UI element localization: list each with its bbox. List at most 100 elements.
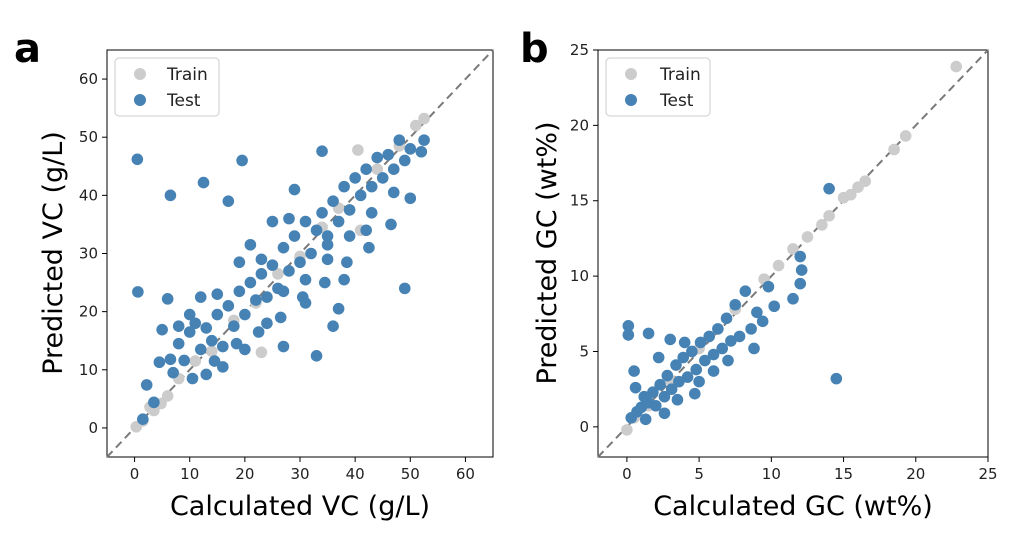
x-axis-label-a: Calculated VC (g/L): [170, 491, 430, 522]
legend-label-train-b: Train: [659, 65, 701, 85]
test-point-a: [164, 189, 177, 202]
test-point-a: [398, 282, 411, 295]
test-point-a: [387, 163, 400, 175]
test-point-b: [677, 351, 690, 364]
train-point-b: [899, 130, 912, 142]
test-point-a: [310, 224, 323, 237]
x-tick-label-b: 20: [906, 465, 925, 483]
test-point-a: [319, 276, 331, 289]
test-point-a: [360, 163, 372, 175]
y-tick-label-a: 50: [79, 128, 98, 146]
x-tick-label-a: 10: [180, 465, 199, 483]
test-point-a: [343, 204, 356, 216]
train-point-b: [772, 259, 785, 272]
panel-a: a 0 10 20 30 40 50 60 0 10 20 30 40 50 60 Calculated …: [14, 26, 494, 522]
x-tick-label-b: 25: [978, 465, 997, 483]
train-point-a: [272, 268, 284, 280]
test-point-a: [299, 215, 312, 228]
test-point-a: [255, 253, 268, 266]
test-point-a: [294, 256, 306, 269]
test-point-b: [628, 365, 640, 377]
test-point-a: [376, 172, 389, 184]
test-point-a: [222, 195, 235, 207]
test-point-b: [686, 345, 698, 358]
test-point-b: [794, 250, 807, 263]
test-point-b: [673, 375, 685, 388]
test-point-a: [189, 317, 202, 330]
test-point-a: [299, 273, 312, 286]
test-point-a: [277, 340, 290, 353]
test-point-b: [678, 336, 691, 349]
test-point-b: [707, 365, 720, 377]
train-point-b: [950, 60, 963, 73]
test-point-a: [349, 172, 361, 184]
test-point-a: [338, 180, 350, 193]
test-point-b: [716, 342, 729, 355]
test-point-a: [332, 302, 345, 315]
test-point-a: [327, 195, 339, 207]
test-point-b: [722, 354, 734, 367]
test-point-b: [745, 323, 757, 335]
test-point-b: [665, 383, 678, 395]
test-point-b: [725, 335, 737, 347]
test-point-b: [699, 354, 711, 367]
panel-b: b 0 5 10 15 20 25 0 5 10 15 20 25 Calculated GC (wt…: [520, 26, 998, 522]
train-point-a: [189, 355, 202, 367]
train-point-a: [352, 144, 364, 156]
test-point-b: [671, 393, 684, 406]
legend-a: Train Test: [114, 57, 220, 117]
test-point-b: [649, 399, 662, 412]
train-point-a: [410, 119, 422, 132]
test-point-b: [647, 386, 659, 398]
test-point-a: [183, 308, 196, 321]
test-point-a: [363, 241, 375, 254]
test-point-b: [739, 285, 752, 297]
test-point-a: [404, 143, 417, 155]
y-tick-label-a: 60: [79, 70, 98, 88]
test-point-b: [823, 182, 835, 195]
x-tick-label-a: 30: [290, 465, 309, 483]
legend-label-train-a: Train: [166, 65, 208, 85]
x-axis-label-b: Calculated GC (wt%): [653, 491, 933, 522]
legend-marker-test-a: [134, 94, 146, 106]
train-point-b: [621, 424, 633, 436]
legend-marker-train-a: [134, 68, 146, 80]
test-point-b: [690, 363, 703, 376]
y-tick-label-b: 5: [579, 342, 589, 360]
x-tick-label-a: 0: [130, 465, 140, 483]
legend-label-test-b: Test: [659, 91, 694, 111]
test-point-a: [233, 285, 246, 298]
test-point-a: [233, 256, 246, 269]
y-tick-label-b: 15: [570, 192, 589, 210]
train-point-b: [787, 243, 799, 255]
test-point-a: [148, 396, 160, 409]
test-point-a: [252, 326, 265, 338]
test-point-a: [387, 186, 400, 199]
test-point-a: [255, 268, 268, 280]
test-point-a: [217, 340, 229, 353]
y-tick-label-b: 25: [570, 41, 589, 59]
test-point-b: [639, 413, 652, 426]
test-point-a: [261, 317, 273, 330]
test-point-b: [658, 390, 671, 403]
x-tick-label-a: 40: [346, 465, 365, 483]
test-point-a: [365, 207, 378, 219]
y-tick-label-a: 40: [79, 186, 98, 204]
test-point-b: [694, 336, 707, 349]
test-point-a: [132, 286, 144, 298]
test-point-b: [642, 327, 655, 340]
test-point-b: [681, 371, 694, 383]
train-point-a: [418, 112, 430, 125]
y-tick-label-a: 10: [79, 361, 98, 379]
test-point-a: [222, 300, 235, 312]
test-point-b: [652, 351, 665, 364]
train-point-b: [816, 219, 828, 231]
test-point-b: [703, 330, 716, 343]
test-point-a: [288, 230, 301, 242]
train-point-b: [801, 231, 814, 243]
x-tick-label-b: 5: [694, 465, 704, 483]
test-point-a: [274, 311, 287, 324]
test-point-a: [186, 372, 199, 385]
legend-marker-train-b: [625, 68, 637, 80]
